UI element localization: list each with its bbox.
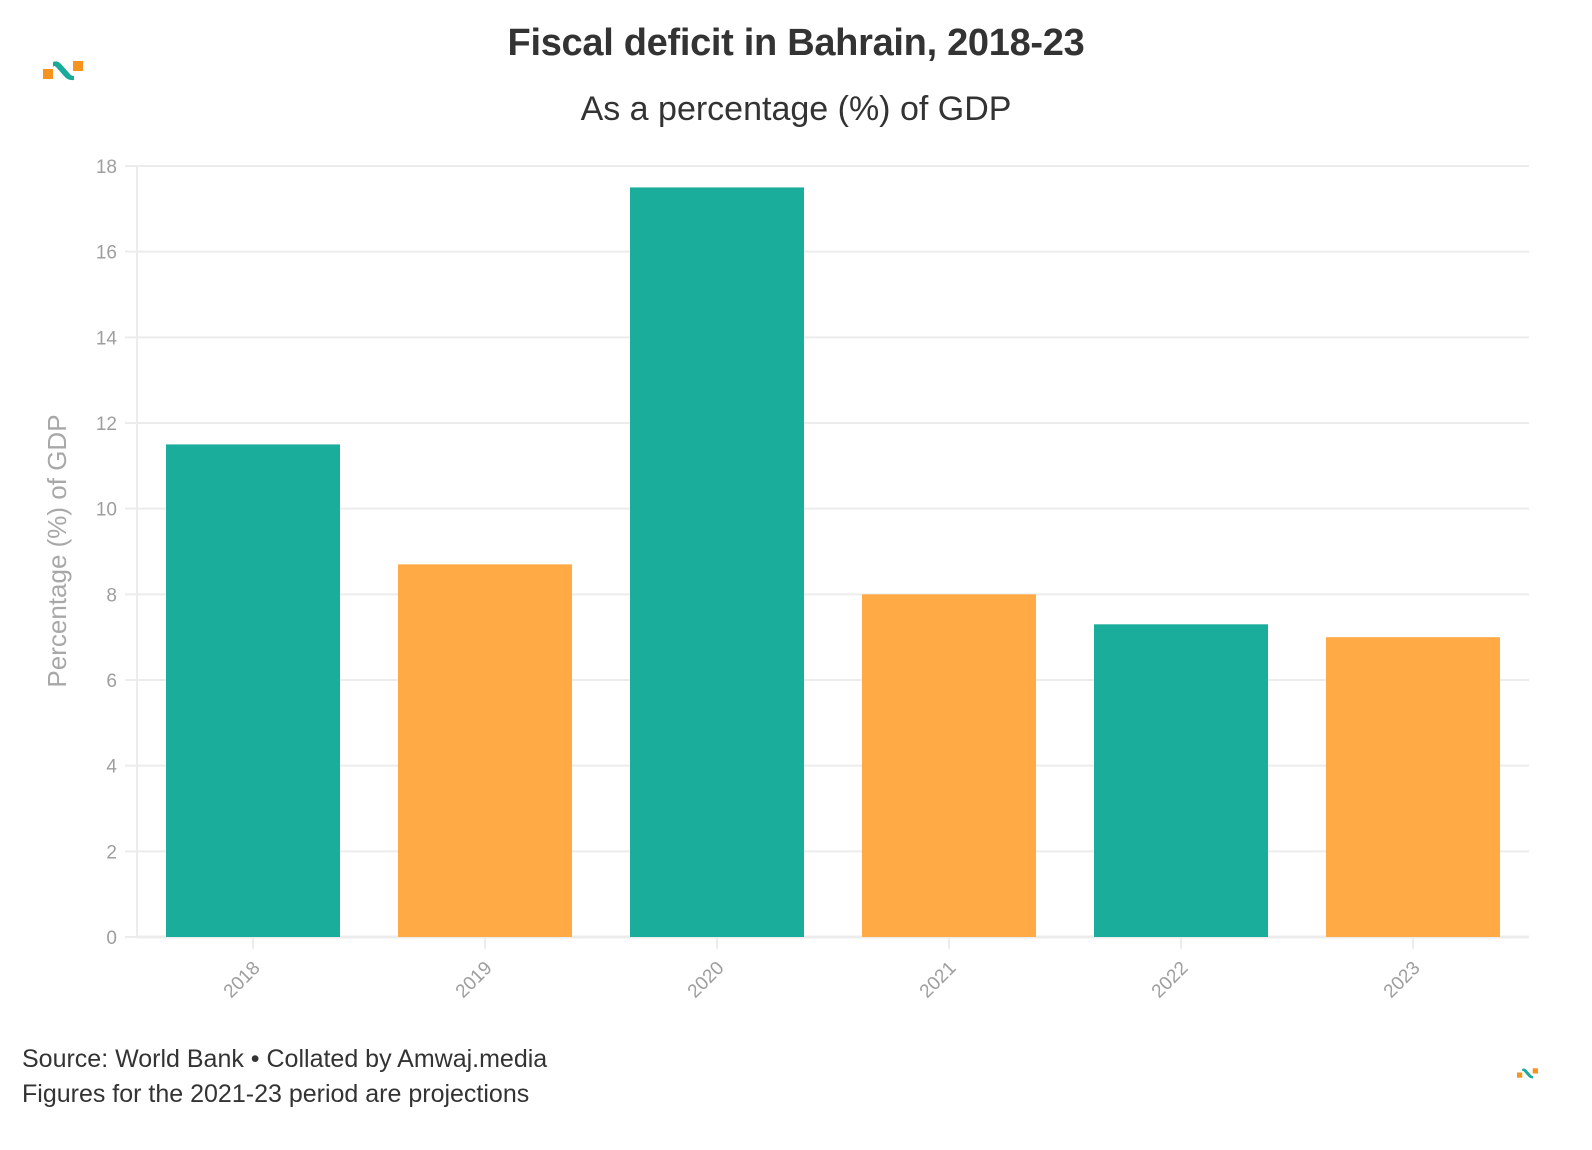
x-tick-label: 2022 — [1148, 958, 1193, 1003]
y-axis-title: Percentage (%) of GDP — [42, 414, 72, 687]
y-tick-label: 12 — [96, 414, 117, 435]
bar-2020 — [630, 187, 804, 937]
bar-2021 — [862, 594, 1036, 937]
x-tick-label: 2021 — [916, 958, 961, 1003]
source-note: Source: World Bank • Collated by Amwaj.m… — [22, 1045, 548, 1073]
x-tick-label: 2019 — [452, 958, 497, 1003]
gridlines — [125, 165, 1529, 939]
bar-2022 — [1094, 624, 1268, 937]
chart-subtitle: As a percentage (%) of GDP — [580, 90, 1012, 128]
y-tick-label: 4 — [106, 757, 117, 778]
bars — [166, 187, 1500, 937]
y-tick-label: 10 — [96, 500, 117, 521]
y-tick-label: 6 — [106, 671, 117, 692]
x-axis: 2018 2019 2020 2021 2022 2023 — [220, 937, 1425, 1002]
x-tick-label: 2020 — [684, 958, 729, 1003]
x-tick-label: 2023 — [1380, 958, 1425, 1003]
y-tick-label: 2 — [106, 842, 117, 863]
y-tick-label: 16 — [96, 243, 117, 264]
projection-note: Figures for the 2021-23 period are proje… — [22, 1080, 530, 1108]
y-tick-label: 0 — [106, 928, 117, 949]
y-tick-label: 18 — [96, 157, 117, 178]
x-tick-label: 2018 — [220, 958, 265, 1003]
bar-2018 — [166, 444, 340, 937]
bar-2023 — [1326, 637, 1500, 937]
chart-title: Fiscal deficit in Bahrain, 2018-23 — [507, 22, 1085, 64]
y-axis: 0 2 4 6 8 10 12 14 16 18 — [96, 157, 118, 949]
y-tick-label: 14 — [96, 328, 118, 349]
amwaj-logo-small-icon — [1517, 1068, 1538, 1079]
y-tick-label: 8 — [106, 585, 117, 606]
bar-2019 — [398, 564, 572, 937]
amwaj-logo-icon — [43, 61, 83, 81]
